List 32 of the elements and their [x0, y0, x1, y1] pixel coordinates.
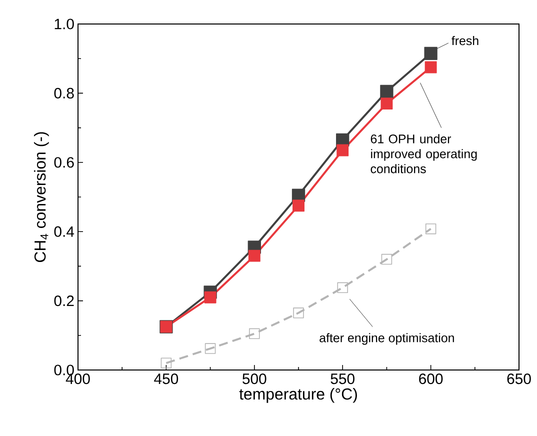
- y-axis-title: CH$_{4}$ conversion (-): [34, 132, 49, 262]
- point: [380, 84, 394, 98]
- point: [204, 343, 216, 354]
- x-tick-label: 450: [154, 374, 178, 384]
- series-label: 61 OPH under improved operating conditions: [370, 134, 477, 174]
- point: [293, 308, 304, 318]
- x-tick-label: 500: [242, 374, 266, 384]
- series-label: after engine optimisation: [320, 333, 454, 345]
- point: [424, 46, 438, 60]
- x-tick-label: 600: [419, 374, 443, 384]
- x-tick-label: 550: [330, 374, 354, 384]
- y-tick-label: 0.6: [54, 157, 74, 168]
- point: [380, 98, 393, 110]
- x-tick-label: 400: [66, 374, 90, 384]
- series-label: fresh: [452, 36, 478, 46]
- point: [424, 61, 437, 74]
- point: [160, 358, 172, 368]
- y-tick-label: 0.0: [54, 364, 74, 376]
- point: [425, 223, 436, 234]
- point: [249, 328, 260, 340]
- y-tick-label: 0.4: [54, 226, 74, 237]
- point: [381, 254, 392, 265]
- x-axis-title: temperature (°C): [239, 388, 357, 403]
- y-tick-label: 1.0: [54, 18, 74, 30]
- x-tick-label: 650: [507, 374, 531, 384]
- y-tick-label: 0.8: [54, 88, 74, 98]
- point: [204, 291, 216, 304]
- y-tick-label: 0.2: [54, 296, 74, 306]
- point: [336, 144, 349, 156]
- point: [292, 200, 304, 212]
- point: [248, 250, 260, 262]
- point: [337, 282, 348, 294]
